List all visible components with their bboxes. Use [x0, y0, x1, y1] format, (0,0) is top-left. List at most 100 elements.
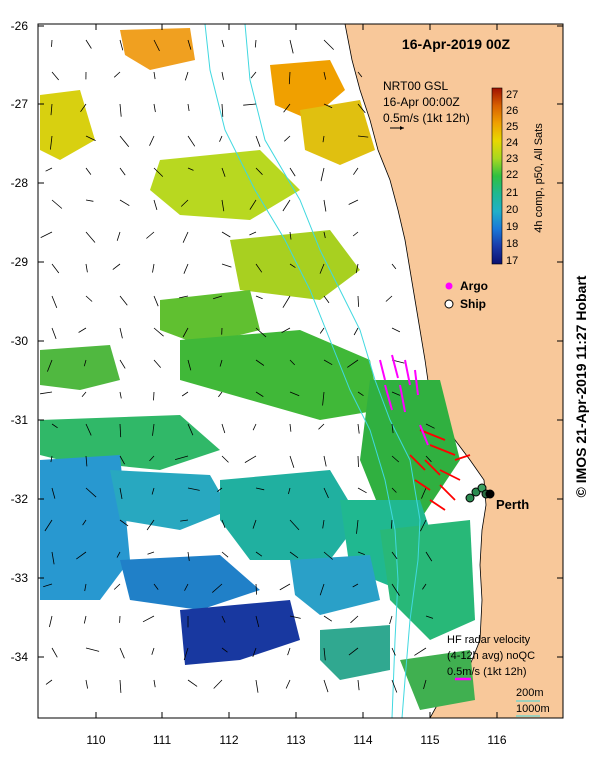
- current-vector: [323, 679, 329, 693]
- current-vector: [153, 679, 156, 688]
- current-vector: [119, 103, 122, 117]
- current-vector: [391, 263, 397, 270]
- svg-text:HF radar velocity: HF radar velocity: [447, 634, 531, 646]
- ship-markers: [465, 483, 495, 503]
- current-vector: [255, 295, 263, 300]
- colorbar-tick: 20: [506, 204, 518, 216]
- current-vector: [213, 679, 223, 689]
- current-vector: [323, 615, 333, 622]
- current-vector: [281, 327, 291, 333]
- current-vector: [289, 455, 295, 468]
- current-vector: [249, 199, 257, 210]
- current-vector: [348, 199, 359, 205]
- current-vector: [119, 455, 125, 465]
- current-vector: [212, 583, 223, 593]
- current-vector: [243, 103, 257, 106]
- current-vector: [255, 615, 260, 628]
- current-vector: [85, 423, 92, 436]
- argo-tracks: [379, 354, 429, 446]
- current-vector: [187, 359, 192, 371]
- legend: Argo Ship: [444, 279, 488, 311]
- current-vector: [85, 647, 100, 652]
- current-vector: [187, 423, 194, 436]
- current-vector: [391, 487, 397, 493]
- current-vector: [353, 167, 359, 175]
- current-vector: [221, 39, 225, 48]
- current-vector: [289, 167, 296, 177]
- current-vector: [221, 551, 229, 558]
- current-vector: [255, 167, 263, 175]
- current-vector: [153, 359, 162, 368]
- current-vector: [254, 39, 257, 48]
- colorbar-tick: 23: [506, 153, 518, 165]
- current-vector: [320, 167, 325, 182]
- current-vector: [187, 103, 190, 112]
- current-vector: [255, 487, 265, 491]
- current-vector: [357, 423, 360, 434]
- current-vector: [221, 199, 225, 212]
- lat-label: -32: [11, 492, 29, 506]
- current-vector: [119, 295, 128, 306]
- current-vectors: [40, 39, 435, 693]
- current-vector: [153, 327, 164, 337]
- current-vector: [255, 391, 264, 397]
- svg-text:(4-12h avg) noQC: (4-12h avg) noQC: [447, 650, 535, 662]
- colorbar-label: 4h comp, p50, All Sats: [533, 123, 545, 233]
- current-vector: [146, 231, 155, 239]
- current-vector: [282, 199, 291, 212]
- current-vector: [221, 103, 224, 117]
- current-vector: [80, 103, 87, 113]
- current-vector: [289, 423, 292, 432]
- current-vector: [187, 679, 198, 687]
- current-vector: [391, 551, 398, 560]
- current-vector: [183, 263, 189, 274]
- current-vector: [85, 295, 93, 302]
- current-vector: [288, 487, 291, 495]
- current-vector: [425, 615, 434, 619]
- current-vector: [425, 551, 433, 562]
- current-vector: [323, 231, 326, 239]
- current-vector: [391, 455, 400, 463]
- current-vector: [85, 167, 92, 175]
- current-vector: [51, 295, 58, 309]
- current-vector: [216, 487, 223, 493]
- current-vector: [221, 455, 229, 463]
- current-vector: [78, 327, 87, 333]
- current-vector: [187, 167, 194, 171]
- current-vector: [323, 455, 327, 467]
- current-vector: [180, 519, 189, 522]
- current-vector: [357, 135, 369, 138]
- current-vector: [85, 39, 92, 49]
- current-vector: [221, 71, 224, 80]
- current-vector: [85, 231, 96, 243]
- current-vector: [219, 135, 223, 142]
- current-vector: [153, 199, 158, 211]
- current-vector: [352, 231, 359, 237]
- current-vector: [356, 519, 359, 534]
- lat-label: -31: [11, 413, 29, 427]
- current-vector: [323, 647, 326, 661]
- current-vector: [51, 39, 53, 47]
- current-vector: [221, 647, 228, 653]
- current-vector: [389, 615, 393, 625]
- current-vector: [51, 327, 57, 340]
- current-vector: [152, 423, 155, 436]
- ship-icon: [444, 299, 454, 309]
- current-vector: [81, 391, 87, 397]
- current-vector: [119, 391, 122, 399]
- current-vector: [252, 519, 257, 529]
- current-vector: [51, 199, 63, 209]
- current-vector: [283, 103, 291, 113]
- current-vector: [51, 71, 60, 81]
- current-vector: [218, 391, 223, 398]
- current-vector: [113, 583, 121, 590]
- current-vector: [255, 359, 265, 366]
- lon-label: 111: [153, 733, 172, 747]
- current-vector: [352, 583, 359, 588]
- current-vector: [322, 519, 325, 529]
- current-vector: [255, 327, 267, 338]
- scale-arrow-icon: [390, 126, 404, 130]
- colorbar-tick: 22: [506, 169, 518, 181]
- current-vector: [421, 487, 427, 499]
- argo-icon: [445, 282, 453, 290]
